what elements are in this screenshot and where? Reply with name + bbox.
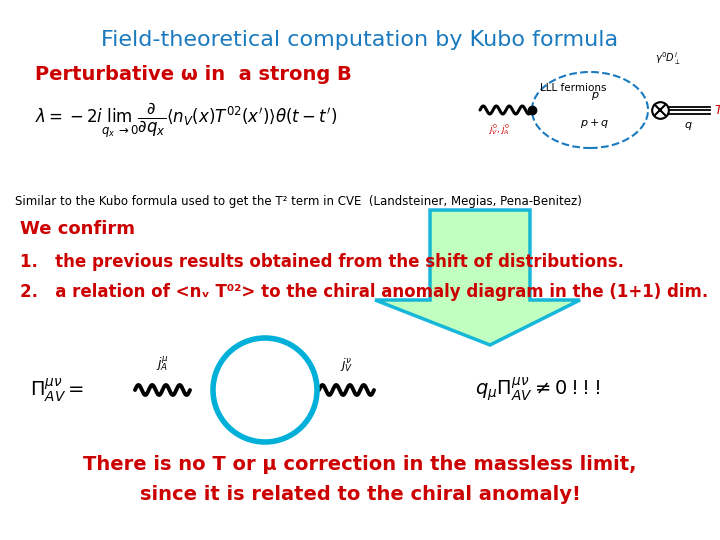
Text: $\Pi^{\mu\nu}_{AV} =$: $\Pi^{\mu\nu}_{AV} =$ — [30, 376, 84, 404]
Text: Field-theoretical computation by Kubo formula: Field-theoretical computation by Kubo fo… — [102, 30, 618, 50]
Text: $p+q$: $p+q$ — [580, 118, 610, 131]
Text: $j^\mu_A$: $j^\mu_A$ — [156, 355, 169, 374]
Text: LLL fermions: LLL fermions — [540, 83, 606, 93]
Text: 2.   a relation of <nᵥ T⁰²> to the chiral anomaly diagram in the (1+1) dim.: 2. a relation of <nᵥ T⁰²> to the chiral … — [20, 283, 708, 301]
Text: $j^0_V, j^0_A$: $j^0_V, j^0_A$ — [488, 122, 510, 137]
Polygon shape — [375, 210, 580, 345]
Text: Perturbative ω in  a strong B: Perturbative ω in a strong B — [35, 65, 352, 84]
Text: We confirm: We confirm — [20, 220, 135, 238]
Text: $j^\nu_V$: $j^\nu_V$ — [340, 356, 354, 374]
Text: Similar to the Kubo formula used to get the T² term in CVE  (Landsteiner, Megias: Similar to the Kubo formula used to get … — [15, 195, 582, 208]
Text: since it is related to the chiral anomaly!: since it is related to the chiral anomal… — [140, 485, 580, 504]
Text: $T^{0i}$: $T^{0i}$ — [714, 102, 720, 118]
Text: $q$: $q$ — [684, 120, 693, 132]
Text: There is no T or μ correction in the massless limit,: There is no T or μ correction in the mas… — [84, 455, 636, 474]
Text: $\gamma^0 D^i_\perp$: $\gamma^0 D^i_\perp$ — [655, 50, 681, 67]
Text: $p$: $p$ — [590, 90, 599, 102]
Text: $\lambda = -2i \lim_{q_x \to 0} \dfrac{\partial}{\partial q_x} \langle n_V(x) T^: $\lambda = -2i \lim_{q_x \to 0} \dfrac{\… — [35, 100, 337, 140]
Text: $q_\mu \Pi^{\mu\nu}_{AV} \neq 0\,!!!$: $q_\mu \Pi^{\mu\nu}_{AV} \neq 0\,!!!$ — [475, 376, 600, 404]
Text: 1.   the previous results obtained from the shift of distributions.: 1. the previous results obtained from th… — [20, 253, 624, 271]
